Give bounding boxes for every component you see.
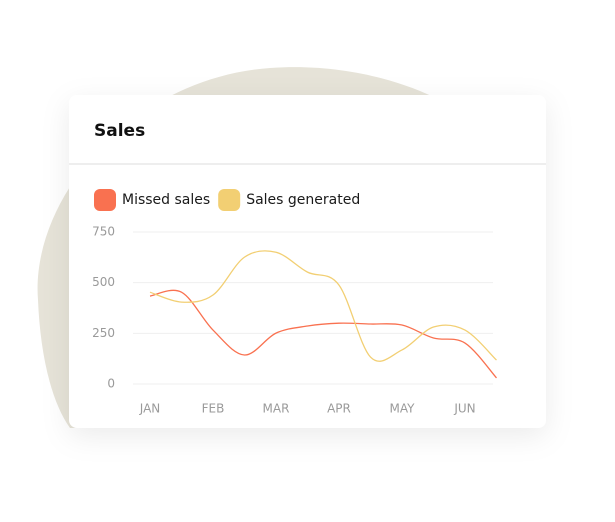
x-tick-label: APR bbox=[327, 402, 351, 416]
y-tick-label: 0 bbox=[107, 377, 115, 391]
legend-swatch bbox=[218, 189, 241, 211]
series-line bbox=[149, 250, 497, 362]
x-tick-label: FEB bbox=[202, 402, 225, 416]
y-tick-label: 250 bbox=[92, 326, 115, 340]
plot: 0 250 500 750 JAN FEB MAR APR MAY JUN Missed sales… bbox=[92, 189, 497, 416]
y-tick-label: 500 bbox=[92, 275, 115, 289]
x-tick-label: MAR bbox=[263, 402, 290, 416]
legend-label: Missed sales bbox=[122, 192, 210, 208]
x-tick-label: MAY bbox=[390, 402, 416, 416]
series-line bbox=[149, 289, 497, 379]
card-title: Sales bbox=[94, 121, 145, 141]
legend-label: Sales generated bbox=[246, 192, 360, 208]
y-tick-label: 750 bbox=[92, 225, 115, 239]
x-tick-label: JUN bbox=[453, 402, 475, 416]
legend-swatch bbox=[94, 189, 116, 211]
card bbox=[69, 95, 546, 428]
x-tick-label: JAN bbox=[139, 402, 161, 416]
